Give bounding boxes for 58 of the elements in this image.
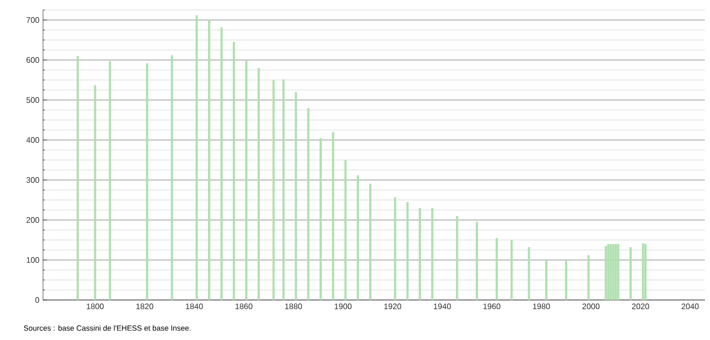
bar: [258, 68, 260, 300]
bar: [545, 259, 548, 300]
bar: [644, 244, 647, 300]
x-tick-label: 1960: [483, 304, 500, 310]
bar: [510, 240, 513, 300]
x-tick-label: 1920: [384, 304, 402, 310]
bar: [369, 184, 372, 300]
bar: [307, 108, 310, 300]
x-tick-label: 2000: [582, 304, 600, 310]
bar: [94, 85, 96, 300]
bar: [282, 79, 285, 300]
bar: [220, 27, 223, 300]
bar: [604, 246, 607, 300]
y-tick-label: 600: [26, 57, 40, 63]
bar: [76, 56, 79, 300]
y-tick-label: 400: [26, 137, 40, 143]
bar: [146, 63, 148, 300]
bar: [394, 197, 396, 300]
bar: [332, 132, 334, 300]
bar: [528, 247, 530, 300]
x-tick-label: 1880: [285, 304, 302, 310]
x-tick-label: 1840: [186, 304, 203, 310]
x-tick-label: 1980: [533, 304, 550, 310]
bar: [320, 138, 322, 300]
x-tick-label: 1900: [334, 304, 352, 310]
bar: [617, 244, 620, 300]
bar: [272, 80, 275, 300]
bar: [565, 259, 568, 300]
bar: [642, 243, 644, 300]
x-tick-label: 1860: [236, 304, 252, 310]
x-tick-label: 2020: [632, 304, 650, 310]
y-tick-label: 200: [26, 217, 40, 223]
bar: [418, 208, 421, 300]
bar: [208, 19, 210, 300]
y-tick-label: 500: [26, 97, 40, 103]
bar: [232, 42, 236, 300]
bar: [630, 247, 632, 300]
x-tick-label: 1940: [434, 304, 451, 310]
bar: [196, 15, 198, 300]
x-tick-label: 1800: [86, 304, 104, 310]
y-tick-label: 100: [26, 257, 40, 263]
y-tick-label: 0: [35, 297, 40, 303]
y-tick-label: 700: [26, 17, 40, 23]
y-tick-label: 300: [26, 177, 40, 183]
bar: [456, 216, 458, 300]
bar: [406, 202, 409, 300]
bar: [587, 255, 590, 300]
bar: [476, 222, 478, 300]
bar: [170, 55, 174, 300]
bar: [431, 208, 434, 300]
bar: [294, 92, 298, 300]
bar: [496, 238, 498, 300]
bar: [108, 61, 112, 300]
bar: [245, 60, 248, 300]
bar: [344, 160, 347, 300]
bar: [356, 175, 360, 300]
x-tick-label: 2040: [682, 304, 699, 310]
x-tick-label: 1820: [136, 304, 154, 310]
